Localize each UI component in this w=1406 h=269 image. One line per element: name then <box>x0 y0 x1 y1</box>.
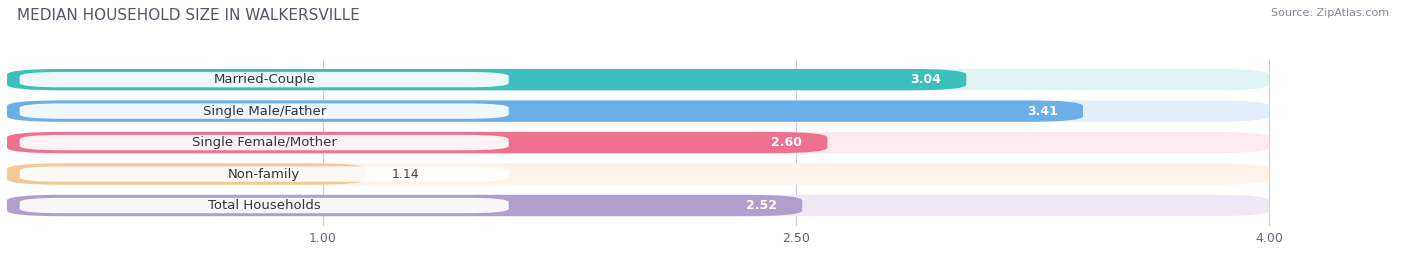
Text: 2.60: 2.60 <box>772 136 803 149</box>
FancyBboxPatch shape <box>20 103 509 119</box>
FancyBboxPatch shape <box>7 163 1270 185</box>
FancyBboxPatch shape <box>7 100 1083 122</box>
Text: Single Male/Father: Single Male/Father <box>202 105 326 118</box>
Text: Married-Couple: Married-Couple <box>214 73 315 86</box>
FancyBboxPatch shape <box>20 166 509 182</box>
FancyBboxPatch shape <box>7 100 1270 122</box>
Text: 3.04: 3.04 <box>910 73 941 86</box>
Text: Single Female/Mother: Single Female/Mother <box>191 136 336 149</box>
Text: Total Households: Total Households <box>208 199 321 212</box>
Text: 2.52: 2.52 <box>747 199 778 212</box>
Text: Non-family: Non-family <box>228 168 301 180</box>
Text: 3.41: 3.41 <box>1026 105 1057 118</box>
FancyBboxPatch shape <box>7 132 1270 153</box>
FancyBboxPatch shape <box>20 135 509 150</box>
FancyBboxPatch shape <box>20 72 509 87</box>
FancyBboxPatch shape <box>7 69 1270 90</box>
FancyBboxPatch shape <box>7 132 827 153</box>
FancyBboxPatch shape <box>7 195 1270 216</box>
Text: Source: ZipAtlas.com: Source: ZipAtlas.com <box>1271 8 1389 18</box>
Text: 1.14: 1.14 <box>392 168 419 180</box>
Text: MEDIAN HOUSEHOLD SIZE IN WALKERSVILLE: MEDIAN HOUSEHOLD SIZE IN WALKERSVILLE <box>17 8 360 23</box>
FancyBboxPatch shape <box>7 163 367 185</box>
FancyBboxPatch shape <box>20 198 509 213</box>
FancyBboxPatch shape <box>7 69 966 90</box>
FancyBboxPatch shape <box>7 195 803 216</box>
